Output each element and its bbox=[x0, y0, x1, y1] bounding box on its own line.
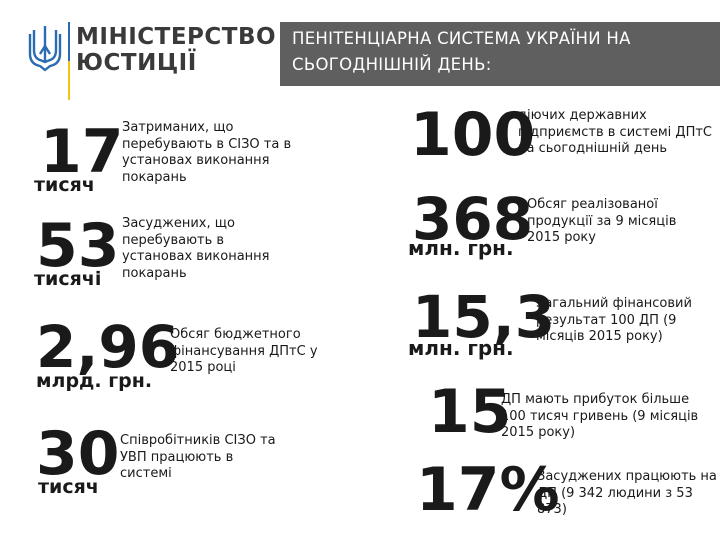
stat-unit: тисяч bbox=[34, 174, 95, 196]
stat-unit: млн. грн. bbox=[408, 236, 514, 260]
stat-number: 100 bbox=[410, 100, 536, 170]
stat-description: Засуджених, що перебувають в установах в… bbox=[122, 216, 270, 281]
stat-description: Обсяг реалізованої продукції за 9 місяці… bbox=[527, 197, 677, 245]
stat-description: діючих державних підприємств в системі Д… bbox=[518, 108, 712, 156]
logo-line-ministry: МІНІСТЕРСТВО bbox=[76, 24, 277, 50]
stat-description: Обсяг бюджетного фінансування ДПтС у 201… bbox=[170, 327, 318, 375]
stat-number: 368 bbox=[412, 185, 534, 253]
page-title: ПЕНІТЕНЦІАРНА СИСТЕМА УКРАЇНИ НА СЬОГОДН… bbox=[292, 29, 631, 74]
header-banner bbox=[280, 22, 720, 86]
stat-unit: млн. грн. bbox=[408, 336, 514, 360]
stat-number: 15,3 bbox=[412, 283, 556, 351]
stat-description: Загальний фінансовий результат 100 ДП (9… bbox=[536, 296, 692, 344]
stat-unit: млрд. грн. bbox=[36, 370, 153, 392]
stat-unit: тисяч bbox=[38, 476, 99, 498]
stat-number: 15 bbox=[428, 377, 512, 447]
trident-emblem-icon bbox=[28, 26, 62, 72]
logo-divider bbox=[68, 22, 70, 100]
stat-description: Співробітників СІЗО та УВП працюють в си… bbox=[120, 433, 276, 481]
stat-description: Затриманих, що перебувають в СІЗО та в у… bbox=[122, 120, 292, 185]
logo-line-justice: ЮСТИЦІЇ bbox=[76, 50, 197, 76]
stat-number: 30 bbox=[36, 419, 120, 489]
stat-number: 17% bbox=[416, 455, 560, 525]
stat-number: 2,96 bbox=[36, 313, 180, 381]
stat-description: Засуджених працюють на ДП (9 342 людини … bbox=[537, 469, 717, 517]
stat-number: 17 bbox=[40, 117, 124, 187]
stat-unit: тисячі bbox=[34, 268, 102, 290]
stat-number: 53 bbox=[36, 211, 120, 281]
stat-description: ДП мають прибуток більше 100 тисяч гриве… bbox=[501, 392, 699, 440]
